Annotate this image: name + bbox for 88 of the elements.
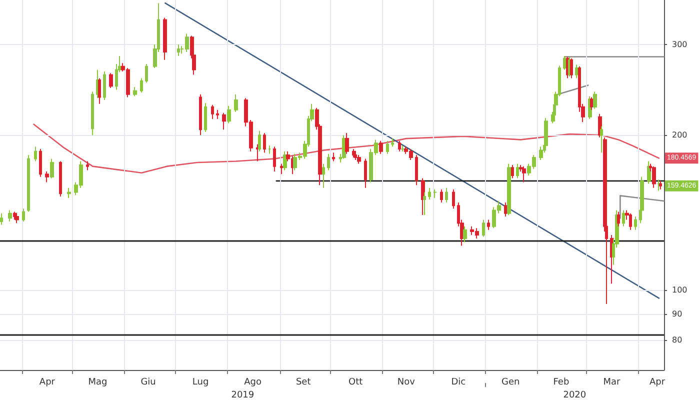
- candlestick: [401, 144, 405, 152]
- candlestick: [34, 146, 37, 162]
- candlestick: [622, 210, 625, 227]
- candlestick: [39, 148, 42, 178]
- candlestick: [145, 63, 148, 84]
- x-tick-label: Gen: [502, 378, 520, 388]
- candlestick: [98, 78, 101, 104]
- candlestick: [222, 112, 226, 130]
- candlestick: [140, 78, 143, 94]
- x-tick-label: Nov: [397, 378, 416, 388]
- candlestick: [463, 226, 467, 243]
- candlestick: [8, 210, 12, 222]
- candlestick: [563, 55, 566, 70]
- y-tick-label: 90: [672, 309, 682, 318]
- candlestick: [177, 44, 180, 56]
- x-tick-label: Apr: [39, 378, 56, 388]
- candlestick: [133, 86, 137, 97]
- candlestick: [204, 102, 207, 132]
- candlestick: [398, 140, 401, 152]
- candlestick: [50, 158, 54, 179]
- line-series: [33, 124, 660, 174]
- candlestick: [421, 178, 425, 216]
- candlestick: [280, 163, 283, 175]
- x2-tick-label: 2020: [563, 390, 586, 400]
- candlestick: [415, 154, 418, 186]
- candlestick: [539, 146, 543, 160]
- candlestick: [357, 154, 361, 164]
- candlestick: [91, 91, 94, 136]
- candlestick: [163, 17, 167, 60]
- x-tick-label: Dic: [451, 378, 466, 388]
- candlestick: [487, 219, 490, 230]
- candlestick: [109, 72, 113, 88]
- y-tick-label: 100: [672, 286, 688, 295]
- candlestick: [327, 153, 330, 171]
- x-tick-label: Ago: [244, 378, 262, 388]
- candlestick: [0, 212, 3, 226]
- candlestick: [332, 152, 335, 162]
- candlestick: [364, 158, 367, 188]
- candlestick: [345, 132, 349, 154]
- candlestick: [391, 138, 394, 148]
- x-tick-label: Lug: [192, 378, 209, 388]
- candlestick: [86, 160, 89, 171]
- candlestick: [440, 188, 443, 204]
- candlestick: [273, 146, 276, 172]
- candlestick: [593, 91, 597, 110]
- candlestick: [634, 216, 637, 230]
- candlestick: [227, 105, 231, 124]
- candlestick: [516, 163, 519, 179]
- candlestick: [22, 208, 25, 222]
- candlestick: [45, 171, 49, 183]
- candlestick: [511, 164, 514, 179]
- candlestick: [27, 154, 30, 212]
- x-tick-label: Ott: [348, 378, 364, 388]
- y-tick-label: 200: [672, 130, 688, 140]
- x-tick-label: Mar: [603, 378, 621, 388]
- candlestick: [504, 202, 507, 218]
- y-tick-label: 80: [672, 336, 682, 345]
- x-tick-label: Feb: [553, 378, 570, 388]
- candlestick: [59, 160, 62, 198]
- candlestick: [234, 94, 238, 112]
- candlestick: [433, 188, 437, 199]
- candlestick: [268, 144, 271, 154]
- candlestick: [199, 94, 202, 136]
- candlestick: [507, 163, 511, 216]
- x-tick-label: Set: [296, 378, 312, 388]
- y-tick-label: 300: [672, 40, 688, 49]
- candlestick: [652, 166, 656, 188]
- x-tick-label: Apr: [649, 378, 666, 388]
- candlestick: [452, 188, 455, 210]
- candlestick: [379, 140, 383, 154]
- candlestick: [283, 150, 287, 171]
- candlestick: [629, 212, 632, 230]
- candlestick: [67, 187, 71, 199]
- candlestick: [322, 163, 325, 188]
- candlestick: [445, 187, 448, 204]
- candlestick: [575, 64, 578, 79]
- candlestick: [263, 132, 266, 154]
- candlestick: [211, 104, 214, 120]
- x-tick-label: Mag: [88, 378, 108, 388]
- x2-tick-label: 2019: [231, 390, 254, 400]
- candlestick: [482, 219, 485, 238]
- candlestick: [522, 166, 526, 183]
- candlestick: [570, 58, 573, 79]
- candlestick: [216, 109, 219, 120]
- x-tick-label: Giu: [140, 378, 156, 388]
- candlestick: [428, 187, 431, 200]
- candlestick: [103, 70, 106, 101]
- candlestick: [386, 140, 389, 154]
